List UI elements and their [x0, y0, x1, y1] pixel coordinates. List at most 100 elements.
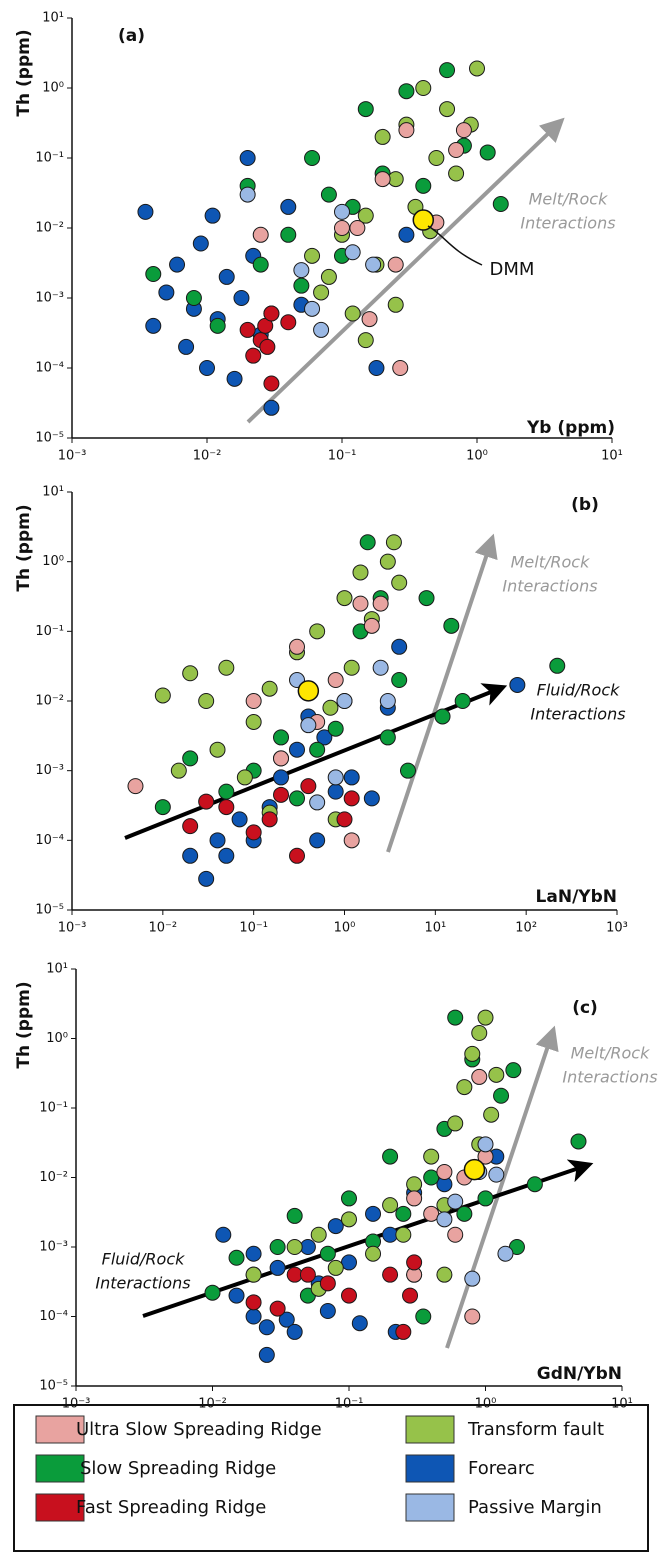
point: [209, 832, 226, 849]
point: [154, 687, 171, 704]
y-tick-label: 10⁻¹: [35, 624, 64, 639]
point: [570, 1133, 587, 1150]
point: [379, 693, 396, 709]
point: [456, 1079, 473, 1096]
point: [218, 659, 235, 676]
y-tick-label: 10⁻⁴: [35, 361, 64, 376]
point: [218, 783, 235, 800]
series: [245, 1009, 505, 1297]
series: [289, 659, 396, 811]
point: [192, 235, 209, 252]
point: [299, 1266, 316, 1283]
point: [344, 305, 361, 322]
point: [269, 1300, 286, 1317]
point: [343, 659, 360, 676]
point: [392, 360, 409, 376]
point: [395, 1323, 412, 1340]
point: [363, 617, 380, 634]
point: [488, 1166, 505, 1183]
annotation: Fluid/Rock: [102, 1250, 185, 1269]
point: [327, 672, 344, 689]
point: [145, 317, 162, 334]
point: [447, 1009, 464, 1026]
y-tick-label: 10⁻⁵: [39, 1379, 68, 1394]
reference-point: [463, 1158, 486, 1181]
point: [185, 290, 202, 306]
point: [327, 1218, 344, 1235]
point: [447, 1193, 464, 1210]
point: [415, 80, 432, 96]
point: [361, 311, 378, 328]
y-axis-label: Th (ppm): [14, 504, 34, 591]
point: [289, 790, 306, 807]
point: [447, 1115, 464, 1132]
point: [349, 220, 366, 236]
y-axis-label: Th (ppm): [14, 981, 34, 1068]
legend-label: Forearc: [468, 1458, 535, 1479]
point: [365, 256, 382, 273]
point: [145, 266, 162, 283]
legend-swatch: [405, 1454, 455, 1483]
point: [395, 1226, 412, 1243]
point: [439, 101, 456, 118]
x-axis-label: Yb (ppm): [526, 418, 615, 438]
point: [319, 1245, 336, 1262]
point: [352, 595, 369, 612]
x-tick-label: 10²: [515, 921, 537, 936]
point: [436, 1266, 453, 1283]
point: [477, 1190, 494, 1207]
series: [406, 1068, 494, 1325]
point: [204, 1284, 221, 1301]
series: [245, 1254, 423, 1340]
x-tick-label: 10⁻²: [193, 449, 222, 464]
point: [488, 1066, 505, 1083]
y-tick-label: 10⁻²: [39, 1170, 68, 1185]
point: [398, 226, 415, 243]
point: [269, 1239, 286, 1255]
arrow: [246, 117, 565, 424]
point: [368, 360, 385, 376]
point: [258, 1319, 275, 1336]
point: [343, 832, 360, 849]
x-tick-label: 10⁻³: [58, 921, 87, 936]
series: [239, 186, 382, 338]
point: [319, 1275, 336, 1292]
point: [218, 799, 235, 816]
point: [239, 150, 256, 166]
point: [245, 1245, 262, 1262]
y-tick-label: 10⁻¹: [39, 1101, 68, 1116]
x-tick-label: 10⁻³: [58, 449, 87, 464]
point: [245, 347, 262, 364]
point: [245, 1294, 262, 1311]
point: [455, 122, 472, 139]
point: [479, 144, 496, 161]
series: [182, 778, 360, 864]
point: [391, 638, 408, 655]
point: [218, 268, 235, 285]
point: [182, 847, 199, 864]
legend-swatch: [35, 1493, 85, 1522]
point: [379, 729, 396, 746]
point: [464, 1308, 481, 1325]
point: [261, 680, 278, 697]
point: [456, 1205, 473, 1222]
x-tick-label: 10⁻²: [149, 921, 178, 936]
point: [258, 1346, 275, 1363]
point: [357, 332, 374, 349]
y-tick-label: 10⁰: [42, 554, 64, 569]
point: [209, 741, 226, 758]
y-tick-label: 10⁻²: [35, 694, 64, 709]
y-tick-label: 10⁻⁴: [35, 833, 64, 848]
point: [239, 321, 256, 338]
point: [382, 1148, 399, 1165]
point: [309, 623, 326, 640]
point: [423, 1148, 440, 1165]
point: [204, 207, 221, 224]
point: [477, 1136, 494, 1153]
point: [209, 317, 226, 334]
point: [182, 750, 199, 767]
point: [182, 818, 199, 835]
point: [351, 1315, 368, 1332]
point: [228, 1287, 245, 1304]
point: [313, 321, 330, 338]
